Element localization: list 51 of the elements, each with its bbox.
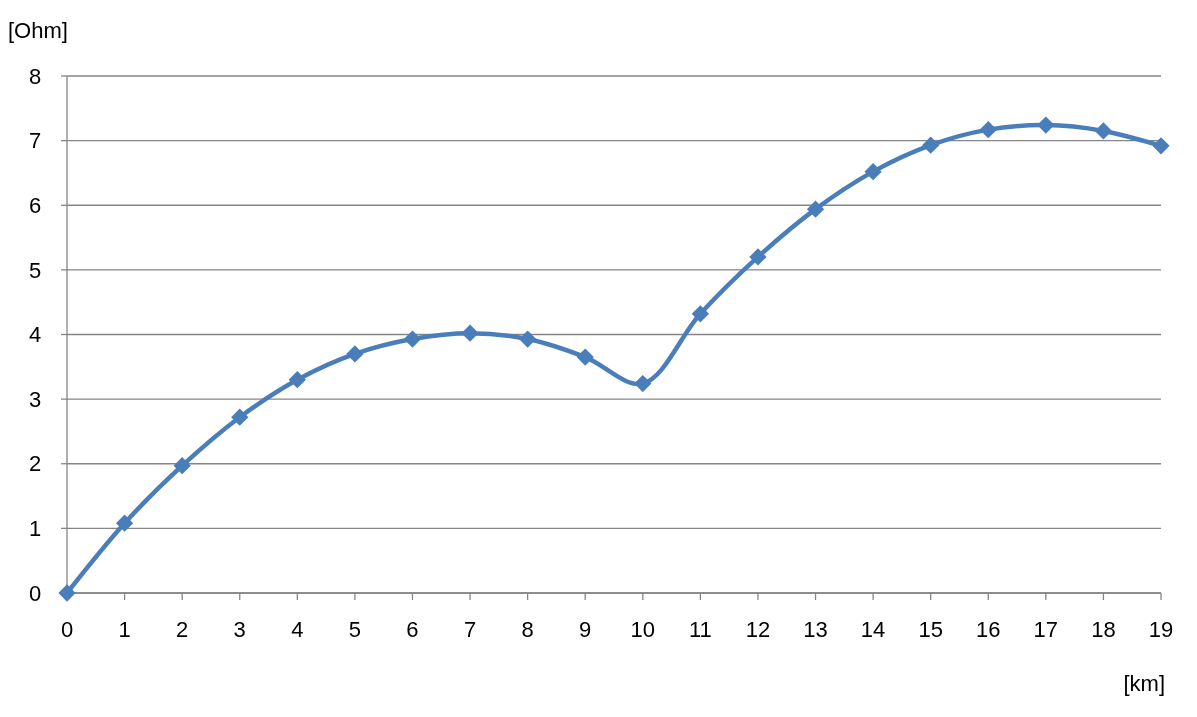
x-tick-label: 18 bbox=[1091, 617, 1116, 642]
x-tick-label: 0 bbox=[60, 617, 74, 642]
y-tick-label: 1 bbox=[28, 516, 42, 542]
x-tick-label: 12 bbox=[745, 617, 771, 642]
x-tick-label: 4 bbox=[291, 617, 304, 642]
x-tick-label: 17 bbox=[1033, 617, 1059, 642]
point bbox=[288, 371, 306, 389]
x-tick-label: 14 bbox=[860, 617, 886, 642]
point bbox=[403, 330, 422, 348]
point bbox=[749, 248, 767, 266]
point bbox=[461, 324, 479, 342]
x-tick-label: 9 bbox=[579, 617, 592, 642]
y-tick-label: 0 bbox=[28, 580, 42, 606]
x-tick-label: 3 bbox=[233, 617, 246, 642]
x-tick-label: 1 bbox=[118, 617, 131, 642]
x-axis-title: [km] bbox=[1123, 671, 1165, 696]
point bbox=[173, 457, 191, 475]
x-tick-label: 13 bbox=[803, 617, 828, 642]
point bbox=[1152, 137, 1170, 155]
x-tick-label: 8 bbox=[521, 617, 534, 642]
y-axis-title: [Ohm] bbox=[8, 18, 68, 43]
point bbox=[346, 345, 364, 363]
point bbox=[979, 121, 997, 139]
y-tick-label: 4 bbox=[28, 322, 42, 348]
x-tick-label: 19 bbox=[1148, 617, 1174, 642]
y-tick-label: 5 bbox=[28, 257, 42, 283]
x-tick-label: 11 bbox=[688, 617, 712, 642]
x-tick-label: 5 bbox=[348, 617, 362, 642]
point bbox=[1037, 116, 1055, 134]
point bbox=[806, 200, 825, 218]
point bbox=[576, 348, 594, 366]
point bbox=[691, 305, 709, 323]
point bbox=[58, 584, 76, 602]
y-tick-label: 3 bbox=[28, 386, 42, 412]
y-tick-label: 6 bbox=[28, 192, 42, 218]
point bbox=[922, 136, 940, 154]
y-tick-label: 8 bbox=[28, 63, 42, 89]
point bbox=[864, 163, 882, 181]
point bbox=[634, 374, 652, 393]
y-tick-label: 2 bbox=[28, 451, 42, 477]
x-tick-label: 15 bbox=[918, 617, 943, 642]
point bbox=[1094, 122, 1113, 140]
point bbox=[519, 330, 537, 348]
x-tick-label: 16 bbox=[976, 617, 1001, 642]
x-tick-label: 2 bbox=[176, 617, 189, 642]
point bbox=[231, 408, 249, 426]
point bbox=[115, 514, 134, 532]
x-tick-label: 10 bbox=[630, 617, 656, 642]
x-tick-label: 6 bbox=[406, 617, 419, 642]
y-tick-label: 7 bbox=[28, 128, 42, 154]
x-tick-label: 7 bbox=[463, 617, 477, 642]
